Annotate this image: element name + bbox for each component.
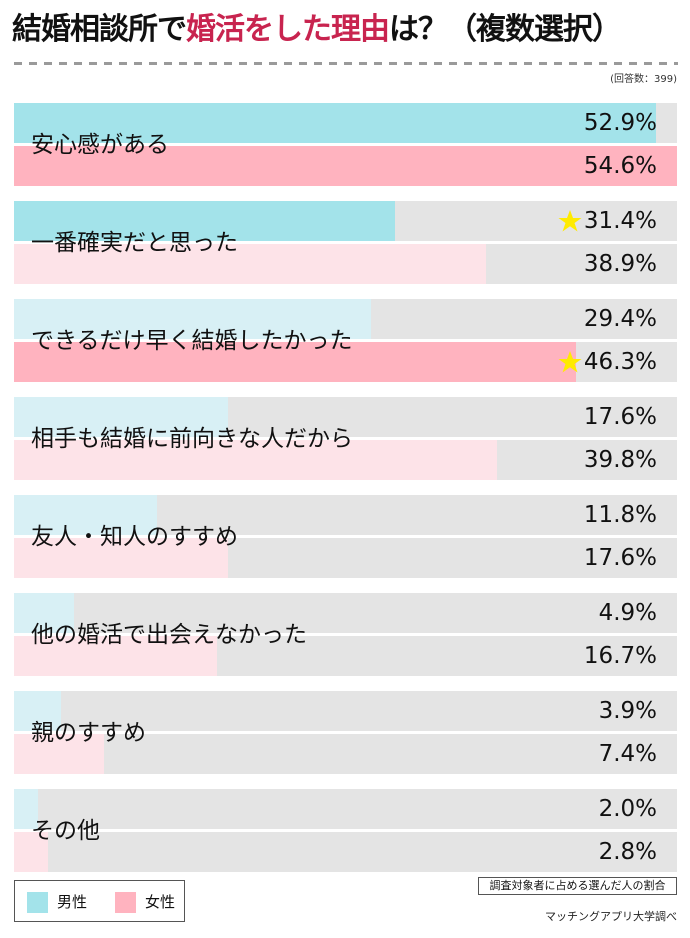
male-bar	[14, 691, 62, 731]
male-value-label: 52.9%	[583, 110, 657, 136]
legend: 男性 女性	[14, 880, 185, 922]
female-bar-track: 16.7%	[14, 636, 677, 676]
male-bar-track: 2.0%	[14, 789, 677, 829]
male-value-label: 31.4%	[583, 208, 657, 234]
male-bar-track: 3.9%	[14, 691, 677, 731]
female-bar	[14, 832, 48, 872]
category-label: その他	[31, 818, 100, 844]
bar-group: 31.4% 38.9% 一番確実だと思った	[14, 201, 677, 299]
female-bar-track: 54.6%	[14, 146, 677, 186]
male-value-label: 3.9%	[598, 698, 657, 724]
female-bar	[14, 538, 228, 578]
male-bar-track: 52.9%	[14, 103, 677, 143]
female-bar	[14, 244, 487, 284]
male-value-label: 17.6%	[583, 404, 657, 430]
respondent-count: (回答数：399)	[610, 74, 677, 85]
female-value-label: 54.6%	[583, 153, 657, 179]
bar-group: 4.9% 16.7% 他の婚活で出会えなかった	[14, 593, 677, 691]
male-bar-track: 4.9%	[14, 593, 677, 633]
female-swatch	[115, 892, 136, 913]
female-value-label: 38.9%	[583, 251, 657, 277]
star-icon	[558, 209, 582, 233]
bar-group: 2.0% 2.8% その他	[14, 789, 677, 887]
bar-group: 3.9% 7.4% 親のすすめ	[14, 691, 677, 789]
bar-group: 11.8% 17.6% 友人・知人のすすめ	[14, 495, 677, 593]
male-bar	[14, 299, 371, 339]
bar-group: 29.4% 46.3% できるだけ早く結婚したかった	[14, 299, 677, 397]
male-bar-track: 31.4%	[14, 201, 677, 241]
female-value-label: 2.8%	[598, 839, 657, 865]
category-label: 親のすすめ	[31, 720, 146, 746]
category-label: 一番確実だと思った	[31, 230, 238, 256]
female-bar-track: 17.6%	[14, 538, 677, 578]
bar-group: 52.9% 54.6% 安心感がある	[14, 103, 677, 201]
male-value-label: 11.8%	[583, 502, 657, 528]
female-value-label: 39.8%	[583, 447, 657, 473]
male-bar	[14, 789, 39, 829]
title-part1: 結婚相談所で	[12, 12, 187, 47]
male-bar	[14, 103, 657, 143]
female-bar-track: 46.3%	[14, 342, 677, 382]
female-bar	[14, 440, 498, 480]
bar-chart: 52.9% 54.6% 安心感がある 31.4% 38.9% 一番確実だと思った 29.4%…	[14, 103, 677, 887]
male-value-label: 4.9%	[598, 600, 657, 626]
category-label: 友人・知人のすすめ	[31, 524, 238, 550]
male-bar-track: 11.8%	[14, 495, 677, 535]
title-part2: は？（複数選択）	[389, 12, 622, 47]
female-bar	[14, 636, 217, 676]
male-bar	[14, 397, 228, 437]
female-bar	[14, 342, 577, 382]
female-value-label: 7.4%	[598, 741, 657, 767]
male-bar	[14, 495, 158, 535]
chart-title: 結婚相談所で婚活をした理由は？（複数選択）	[12, 10, 622, 50]
female-bar-track: 2.8%	[14, 832, 677, 872]
male-swatch	[27, 892, 48, 913]
female-value-label: 17.6%	[583, 545, 657, 571]
chart-note: 調査対象者に占める選んだ人の割合	[478, 877, 677, 895]
female-bar-track: 39.8%	[14, 440, 677, 480]
legend-male-label: 男性	[57, 893, 88, 911]
female-bar	[14, 146, 677, 186]
title-accent: 婚活をした理由	[186, 12, 390, 47]
category-label: できるだけ早く結婚したかった	[31, 328, 353, 354]
male-bar	[14, 593, 74, 633]
female-value-label: 16.7%	[583, 643, 657, 669]
category-label: 相手も結婚に前向きな人だから	[31, 426, 353, 452]
category-label: 他の婚活で出会えなかった	[31, 622, 307, 648]
female-bar	[14, 734, 104, 774]
legend-female-label: 女性	[145, 893, 176, 911]
male-bar-track: 17.6%	[14, 397, 677, 437]
dashed-divider	[14, 62, 678, 65]
female-bar-track: 38.9%	[14, 244, 677, 284]
source-credit: マッチングアプリ大学調べ	[545, 910, 677, 923]
star-icon	[558, 350, 582, 374]
male-bar	[14, 201, 396, 241]
male-bar-track: 29.4%	[14, 299, 677, 339]
female-bar-track: 7.4%	[14, 734, 677, 774]
category-label: 安心感がある	[31, 132, 169, 158]
male-value-label: 29.4%	[583, 306, 657, 332]
female-value-label: 46.3%	[583, 349, 657, 375]
bar-group: 17.6% 39.8% 相手も結婚に前向きな人だから	[14, 397, 677, 495]
male-value-label: 2.0%	[598, 796, 657, 822]
